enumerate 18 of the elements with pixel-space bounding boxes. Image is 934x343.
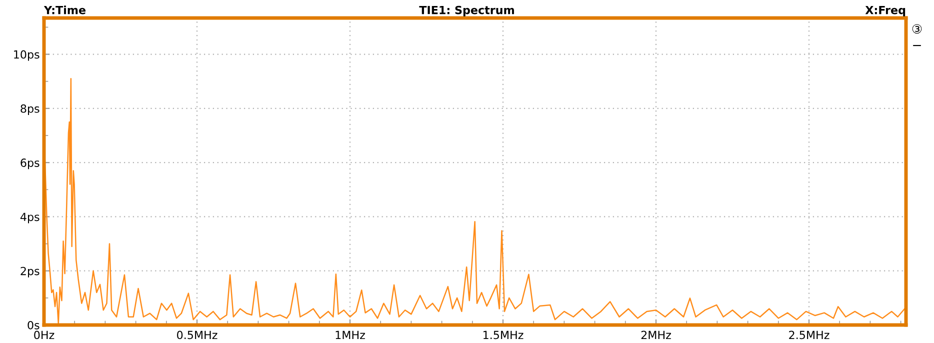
text: −	[913, 45, 921, 46]
y-tick-label: 2ps	[20, 266, 40, 278]
x-tick-label: 1MHz	[336, 330, 365, 339]
y-tick-label: 8ps	[20, 104, 40, 115]
chart-title: TIE1: Spectrum	[419, 6, 514, 16]
y-tick-label: 10ps	[14, 50, 40, 61]
y-axis-title: Y:Time	[44, 6, 86, 14]
x-tick-label: 0.5MHz	[177, 330, 218, 340]
x-axis-title: X:Freq	[865, 6, 906, 16]
y-tick-label: 4ps	[20, 212, 40, 224]
x-tick-label: 1.5MHz	[483, 330, 524, 340]
text: ③	[912, 24, 922, 34]
line-series	[44, 78, 906, 324]
x-tick-label: 0Hz	[34, 330, 54, 340]
x-tick-label: 2.5MHz	[789, 330, 830, 340]
x-tick-label: 2MHz	[641, 330, 671, 339]
y-tick-label: 6ps	[20, 158, 40, 170]
y-tick-label: 0s	[28, 320, 40, 330]
